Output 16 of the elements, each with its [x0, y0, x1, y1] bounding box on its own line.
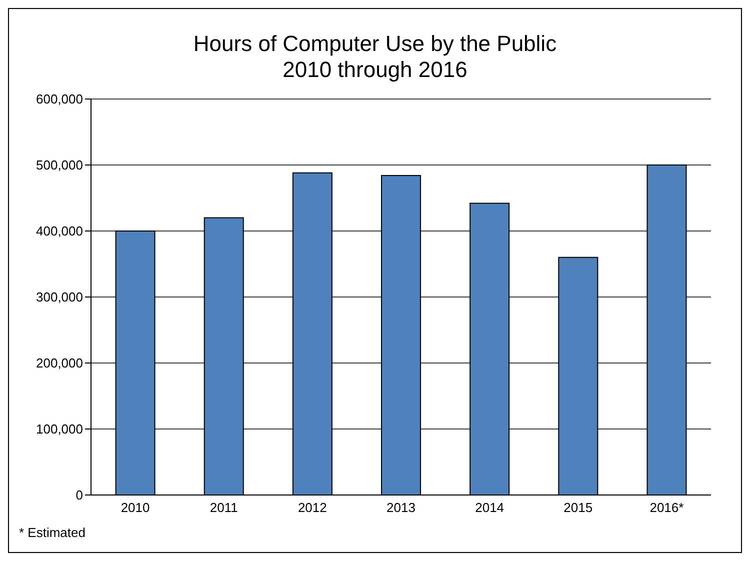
y-tick-label: 200,000 [36, 356, 83, 371]
chart-title: Hours of Computer Use by the Public 2010 through 2016 [192, 30, 558, 84]
x-tick-label: 2010 [120, 500, 150, 516]
x-tick-label: 2014 [475, 500, 504, 516]
x-tick-label: 2011 [210, 500, 238, 516]
y-tick-label: 0 [76, 488, 83, 503]
text: * Estimated [18, 525, 86, 540]
y-tick-label: 400,000 [36, 224, 83, 239]
y-tick-label: 100,000 [36, 422, 83, 437]
x-tick-label: 2015 [564, 500, 593, 516]
x-tick-label: 2016* [650, 500, 684, 516]
y-tick-label: 500,000 [36, 158, 83, 173]
y-tick-label: 300,000 [36, 290, 83, 305]
x-tick-label: 2013 [386, 500, 416, 516]
y-tick-label: 600,000 [36, 92, 83, 107]
x-tick-label: 2012 [298, 500, 327, 516]
